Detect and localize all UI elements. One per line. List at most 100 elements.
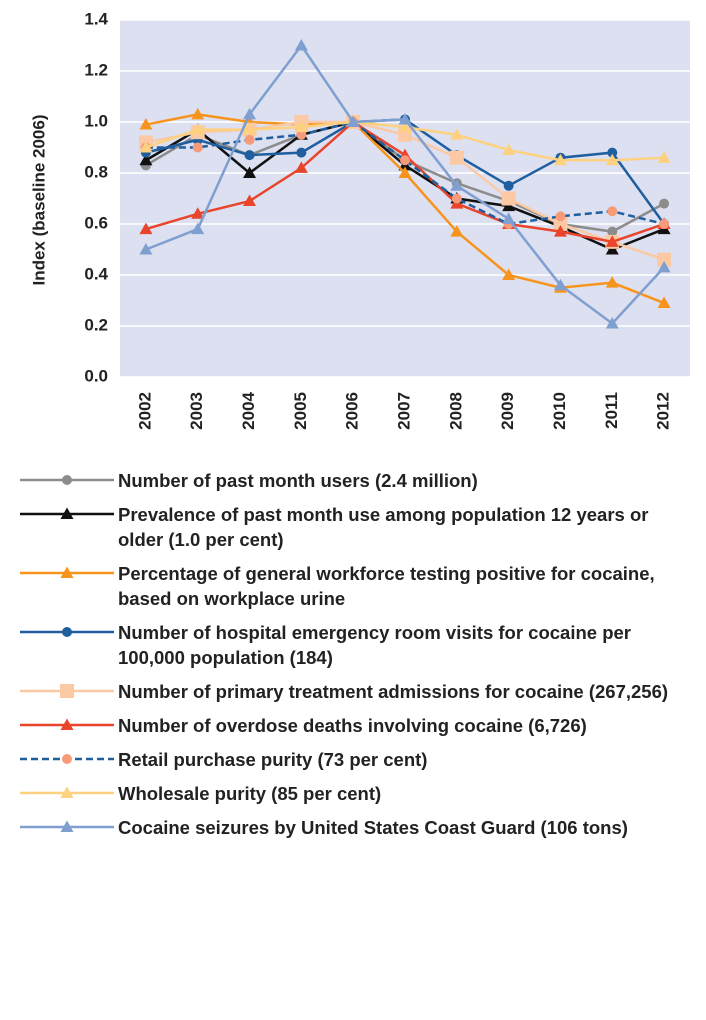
y-tick-label: 1.2 [84, 60, 108, 79]
legend-label: Retail purchase purity (73 per cent) [118, 749, 428, 770]
marker [502, 268, 516, 280]
marker [346, 115, 360, 127]
x-tick-label: 2012 [654, 392, 673, 430]
legend-marker [60, 566, 74, 578]
marker [296, 147, 307, 158]
marker [398, 112, 412, 125]
x-tick-label: 2011 [602, 392, 621, 429]
legend-marker [60, 820, 74, 832]
marker [605, 316, 619, 329]
marker [398, 120, 412, 133]
marker [244, 150, 255, 161]
marker [139, 141, 153, 153]
legend-item: Number of overdose deaths involving coca… [18, 713, 698, 738]
x-tick-label: 2003 [187, 392, 206, 430]
y-tick-label: 1.4 [84, 9, 108, 28]
y-tick-label: 0.4 [84, 264, 108, 283]
marker [502, 143, 516, 156]
marker [501, 191, 516, 206]
marker [657, 252, 672, 267]
legend-item: Number of past month users (2.4 million) [18, 468, 698, 493]
marker [605, 235, 619, 247]
legend-swatch [20, 627, 114, 637]
chart: Index (baseline 2006) 0.0 0.2 0.4 0.6 0.8 1.0… [29, 9, 690, 430]
legend-label: Number of past month users (2.4 million) [118, 470, 478, 491]
y-tick-label: 0.6 [84, 213, 108, 232]
legend-item: Wholesale purity (85 per cent) [18, 781, 698, 806]
marker [139, 243, 153, 255]
marker [657, 151, 671, 163]
legend-swatch [20, 566, 114, 578]
marker [553, 217, 568, 231]
plot-area [120, 20, 690, 377]
legend-item: Number of primary treatment admissions f… [18, 679, 698, 704]
marker [605, 276, 619, 288]
y-tick-label: 0.0 [84, 366, 108, 385]
legend-swatch [20, 718, 114, 730]
legend-marker [60, 786, 74, 798]
legend-label: Wholesale purity (85 per cent) [118, 783, 382, 804]
x-tick-label: 2007 [394, 392, 413, 430]
marker [191, 123, 205, 135]
marker [502, 212, 516, 224]
legend-swatch [20, 754, 114, 764]
marker [243, 194, 257, 207]
legend-item: Number of hospital emergency room visits… [18, 620, 698, 670]
legend-marker [60, 684, 74, 698]
legend-label: Number of primary treatment admissions f… [118, 681, 669, 702]
marker [450, 225, 464, 237]
marker [553, 153, 567, 166]
marker [398, 166, 412, 178]
legend-marker [60, 507, 74, 519]
legend: Number of past month users (2.4 million)… [18, 468, 698, 849]
y-tick-label: 0.2 [84, 315, 108, 334]
x-tick-label: 2002 [135, 392, 154, 430]
legend-swatch [20, 820, 114, 832]
legend-label: Number of hospital emergency room visits… [118, 622, 631, 668]
marker [607, 206, 618, 217]
legend-swatch [20, 684, 114, 698]
legend-label: Prevalence of past month use among popul… [118, 504, 649, 550]
marker [451, 193, 462, 204]
marker [605, 153, 619, 166]
marker [607, 147, 618, 158]
legend-marker [62, 754, 72, 764]
marker [450, 128, 464, 140]
marker [191, 222, 205, 235]
y-axis-label: Index (baseline 2006) [29, 114, 48, 285]
marker [450, 179, 464, 191]
marker [659, 219, 670, 229]
legend-item: Retail purchase purity (73 per cent) [18, 747, 698, 772]
marker [400, 155, 410, 166]
y-tick-label: 0.8 [84, 162, 108, 181]
marker [243, 166, 257, 178]
x-tick-label: 2004 [239, 391, 258, 429]
marker [553, 278, 567, 291]
marker [243, 107, 257, 120]
x-tick-label: 2006 [343, 392, 362, 430]
y-tick-label: 1.0 [84, 111, 108, 130]
legend-marker [62, 627, 72, 637]
marker [657, 260, 671, 273]
legend-label: Number of overdose deaths involving coca… [118, 715, 587, 736]
legend-marker [62, 475, 72, 485]
legend-swatch [20, 507, 114, 519]
marker [553, 225, 567, 237]
legend-swatch [20, 475, 114, 485]
marker [294, 39, 308, 51]
marker [139, 222, 153, 235]
marker [555, 211, 566, 222]
legend-item: Prevalence of past month use among popul… [18, 502, 698, 552]
marker [294, 161, 308, 173]
marker [191, 207, 205, 219]
series-line [145, 120, 665, 226]
legend-item: Cocaine seizures by United States Coast … [18, 815, 698, 840]
marker [244, 134, 255, 145]
legend-item: Percentage of general workforce testing … [18, 561, 698, 611]
legend-swatch [20, 786, 114, 798]
marker [296, 129, 307, 140]
x-tick-label: 2008 [446, 392, 465, 430]
legend-label: Cocaine seizures by United States Coast … [118, 817, 628, 838]
x-tick-label: 2010 [550, 392, 569, 430]
